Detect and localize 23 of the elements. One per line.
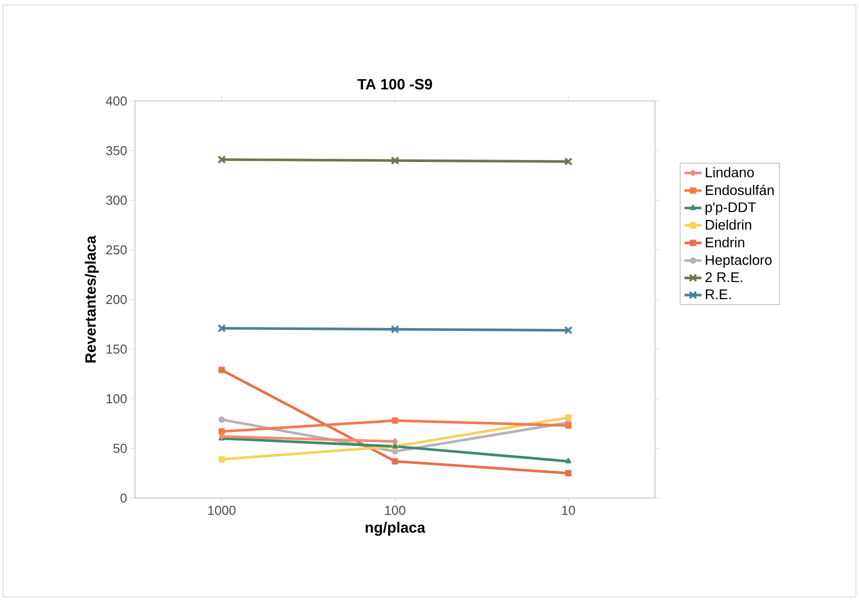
y-tick-label: 100 bbox=[106, 394, 127, 404]
y-tick-label: 0 bbox=[120, 493, 127, 503]
x-axis-title: ng/placa bbox=[366, 522, 426, 536]
y-tick-label: 50 bbox=[113, 444, 127, 453]
legend-label: Endosulfán bbox=[706, 184, 774, 196]
legend-label: Endrin bbox=[706, 237, 744, 248]
y-tick-label: 400 bbox=[106, 96, 127, 106]
chart-title: TA 100 -S9 bbox=[358, 78, 432, 90]
y-tick-label: 150 bbox=[106, 344, 127, 354]
legend-label: Heptacloro bbox=[706, 254, 772, 268]
legend-label: Lindano bbox=[706, 167, 754, 178]
x-tick-label: 10 bbox=[562, 506, 576, 515]
legend-label: R.E. bbox=[706, 290, 731, 300]
y-tick-label: 250 bbox=[106, 245, 127, 254]
legend-label: Dieldrin bbox=[706, 220, 752, 230]
y-tick-label: 350 bbox=[106, 146, 127, 156]
y-axis-title: Revertantes/placa bbox=[84, 235, 99, 362]
legend-label: p'p-DDT bbox=[706, 202, 756, 215]
x-tick-label: 1000 bbox=[208, 506, 236, 515]
y-tick-label: 200 bbox=[106, 294, 127, 304]
x-tick-label: 100 bbox=[385, 506, 406, 515]
y-tick-label: 300 bbox=[106, 196, 127, 205]
legend-label: 2 R.E. bbox=[705, 272, 742, 282]
